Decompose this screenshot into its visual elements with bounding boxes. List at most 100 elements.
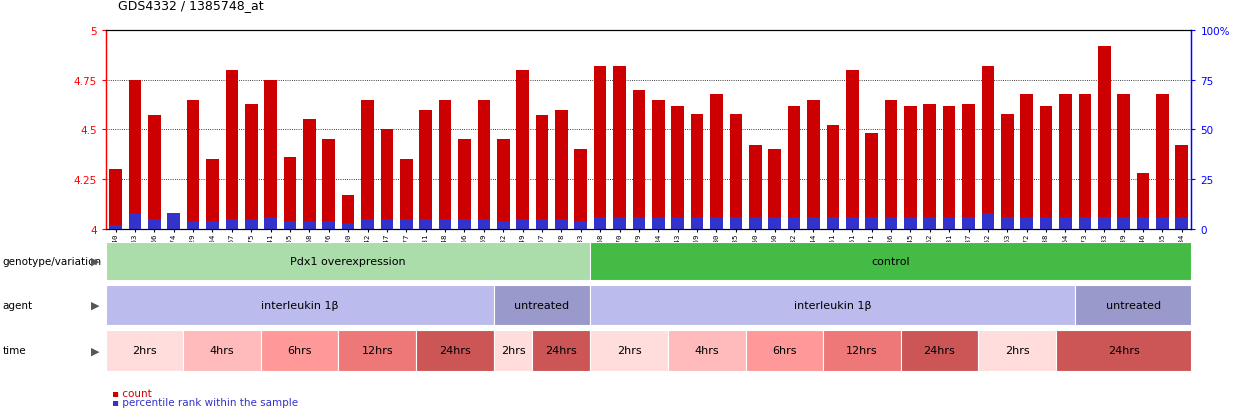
Bar bbox=[225, 71, 238, 229]
Bar bbox=[574, 150, 588, 229]
Bar bbox=[590, 330, 669, 371]
Bar bbox=[1175, 146, 1188, 229]
Bar bbox=[264, 217, 276, 229]
Bar bbox=[885, 100, 898, 229]
Bar bbox=[1117, 95, 1130, 229]
Bar bbox=[768, 217, 781, 229]
Bar bbox=[381, 219, 393, 229]
Text: 2hrs: 2hrs bbox=[618, 346, 641, 356]
Bar bbox=[885, 217, 898, 229]
Bar bbox=[845, 217, 859, 229]
Text: 24hrs: 24hrs bbox=[545, 346, 578, 356]
Bar bbox=[264, 81, 276, 229]
Bar bbox=[1137, 174, 1149, 229]
Bar bbox=[458, 140, 471, 229]
Bar bbox=[942, 217, 955, 229]
Text: 24hrs: 24hrs bbox=[1108, 346, 1139, 356]
Bar bbox=[1021, 95, 1033, 229]
Bar bbox=[1078, 217, 1091, 229]
Text: GDS4332 / 1385748_at: GDS4332 / 1385748_at bbox=[118, 0, 264, 12]
Bar bbox=[225, 219, 238, 229]
Text: ▶: ▶ bbox=[91, 300, 100, 310]
Bar bbox=[730, 217, 742, 229]
Text: 2hrs: 2hrs bbox=[1005, 346, 1030, 356]
Bar bbox=[652, 217, 665, 229]
Bar bbox=[632, 217, 645, 229]
Bar bbox=[865, 217, 878, 229]
Text: 2hrs: 2hrs bbox=[500, 346, 525, 356]
Bar bbox=[342, 195, 355, 229]
Bar bbox=[1117, 217, 1130, 229]
Bar bbox=[1098, 217, 1111, 229]
Text: ▪ percentile rank within the sample: ▪ percentile rank within the sample bbox=[112, 397, 298, 407]
Text: 12hrs: 12hrs bbox=[847, 346, 878, 356]
Bar bbox=[167, 214, 181, 229]
Bar bbox=[128, 81, 141, 229]
Bar bbox=[245, 219, 258, 229]
Text: interleukin 1β: interleukin 1β bbox=[794, 300, 872, 310]
Bar bbox=[746, 330, 823, 371]
Bar bbox=[652, 100, 665, 229]
Text: control: control bbox=[872, 256, 910, 266]
Bar bbox=[749, 146, 762, 229]
Bar bbox=[710, 217, 723, 229]
Bar bbox=[148, 219, 161, 229]
Bar bbox=[555, 110, 568, 229]
Bar bbox=[962, 217, 975, 229]
Bar bbox=[106, 285, 493, 325]
Bar bbox=[1157, 95, 1169, 229]
Bar bbox=[110, 170, 122, 229]
Bar bbox=[1001, 217, 1013, 229]
Text: untreated: untreated bbox=[1106, 300, 1160, 310]
Bar bbox=[979, 330, 1056, 371]
Bar bbox=[900, 330, 979, 371]
Bar bbox=[339, 330, 416, 371]
Bar bbox=[1157, 217, 1169, 229]
Bar bbox=[493, 330, 533, 371]
Bar bbox=[535, 219, 548, 229]
Bar bbox=[535, 116, 548, 229]
Bar bbox=[865, 134, 878, 229]
Bar bbox=[183, 330, 261, 371]
Bar bbox=[768, 150, 781, 229]
Text: 6hrs: 6hrs bbox=[772, 346, 797, 356]
Bar bbox=[904, 106, 916, 229]
Bar bbox=[400, 160, 412, 229]
Bar bbox=[261, 330, 339, 371]
Bar bbox=[106, 330, 183, 371]
Bar bbox=[788, 106, 801, 229]
Bar bbox=[671, 217, 684, 229]
Bar bbox=[207, 221, 219, 229]
Bar bbox=[322, 140, 335, 229]
Bar bbox=[924, 217, 936, 229]
Text: ▪ count: ▪ count bbox=[112, 388, 152, 398]
Bar bbox=[187, 221, 199, 229]
Bar bbox=[1137, 217, 1149, 229]
Bar bbox=[942, 106, 955, 229]
Text: ▶: ▶ bbox=[91, 256, 100, 266]
Text: 12hrs: 12hrs bbox=[361, 346, 393, 356]
Bar bbox=[1076, 285, 1191, 325]
Bar bbox=[1175, 217, 1188, 229]
Bar bbox=[614, 66, 626, 229]
Bar bbox=[110, 225, 122, 229]
Bar bbox=[1040, 217, 1052, 229]
Bar bbox=[361, 219, 373, 229]
Bar bbox=[614, 217, 626, 229]
Bar bbox=[497, 221, 509, 229]
Bar bbox=[207, 160, 219, 229]
Bar bbox=[517, 219, 529, 229]
Text: interleukin 1β: interleukin 1β bbox=[261, 300, 339, 310]
Text: agent: agent bbox=[2, 300, 32, 310]
Bar bbox=[128, 214, 141, 229]
Bar bbox=[807, 217, 819, 229]
Bar bbox=[924, 104, 936, 229]
Bar bbox=[478, 100, 491, 229]
Text: ▶: ▶ bbox=[91, 346, 100, 356]
Text: 4hrs: 4hrs bbox=[210, 346, 234, 356]
Bar bbox=[493, 285, 590, 325]
Bar bbox=[904, 217, 916, 229]
Bar bbox=[148, 116, 161, 229]
Bar bbox=[632, 90, 645, 229]
Bar bbox=[245, 104, 258, 229]
